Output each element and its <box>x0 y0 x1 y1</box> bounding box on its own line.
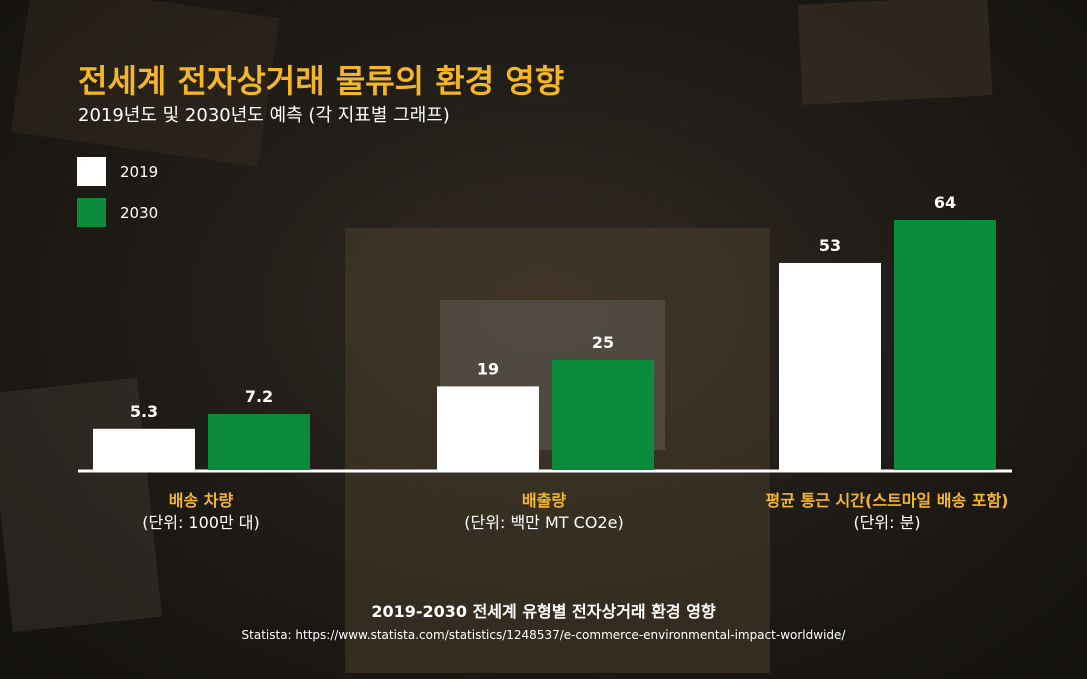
category-name: 배출량 <box>521 491 567 510</box>
bar-2030-cat2 <box>894 220 996 470</box>
data-label-2019-cat1: 19 <box>477 359 499 378</box>
data-label-2019-cat0: 5.3 <box>130 402 158 421</box>
legend-item-2030: 2030 <box>77 198 158 227</box>
chart-title: 전세계 전자상거래 물류의 환경 영향 <box>78 62 565 100</box>
category-unit: (단위: 백만 MT CO2e) <box>464 513 624 532</box>
footer-title: 2019-2030 전세계 유형별 전자상거래 환경 영향 <box>371 602 716 621</box>
source-citation: Statista: https://www.statista.com/stati… <box>241 628 846 642</box>
legend-label: 2019 <box>120 162 159 181</box>
chart-subtitle: 2019년도 및 2030년도 예측 (각 지표별 그래프) <box>78 105 450 126</box>
bar-2019-cat2 <box>779 262 881 470</box>
data-label-2030-cat1: 25 <box>592 333 614 352</box>
bar-2030-cat0 <box>208 414 310 470</box>
data-label-2019-cat2: 53 <box>819 236 841 255</box>
category-label-vehicles: 배송 차량 (단위: 100만 대) <box>142 490 259 534</box>
legend-item-2019: 2019 <box>77 157 158 186</box>
bar-2030-cat1 <box>552 360 654 470</box>
bar-2019-cat0 <box>93 428 195 470</box>
legend-label: 2030 <box>120 203 159 222</box>
category-label-emissions: 배출량 (단위: 백만 MT CO2e) <box>464 490 623 534</box>
legend-swatch-2030 <box>77 198 106 227</box>
legend-swatch-2019 <box>77 157 106 186</box>
data-label-2030-cat0: 7.2 <box>245 387 273 406</box>
category-unit: (단위: 100만 대) <box>142 513 260 532</box>
category-label-commute: 평균 통근 시간(스트마일 배송 포함) (단위: 분) <box>766 490 1009 534</box>
category-name: 평균 통근 시간(스트마일 배송 포함) <box>765 491 1009 510</box>
bar-2019-cat1 <box>437 386 539 470</box>
category-unit: (단위: 분) <box>853 513 921 532</box>
data-label-2030-cat2: 64 <box>934 193 956 212</box>
category-name: 배송 차량 <box>168 491 234 510</box>
